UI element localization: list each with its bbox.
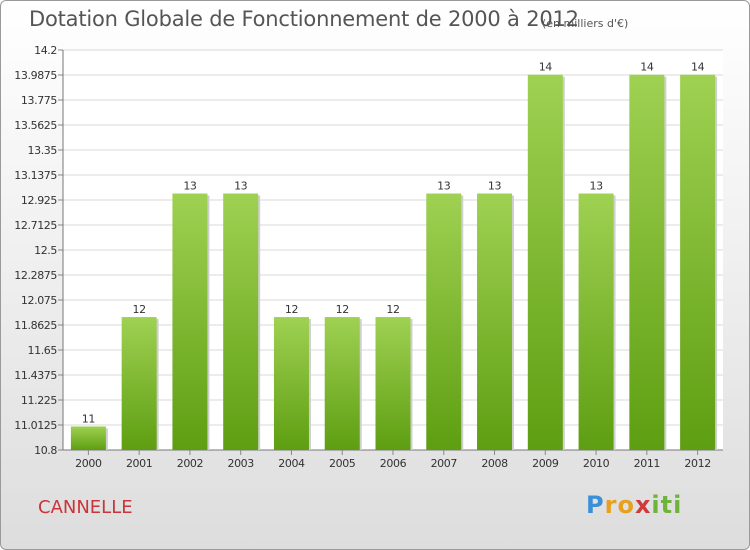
y-tick-label: 12.7125 xyxy=(14,219,57,232)
data-label-2002: 13 xyxy=(183,180,197,193)
y-tick-label: 11.65 xyxy=(28,344,58,357)
data-label-2000: 11 xyxy=(82,412,95,425)
x-tick-label-2005: 2005 xyxy=(329,457,356,470)
y-tick-label: 13.5625 xyxy=(14,119,57,132)
y-tick-label: 12.5 xyxy=(34,244,57,257)
y-tick-label: 12.075 xyxy=(21,294,57,307)
data-label-2006: 12 xyxy=(386,303,399,316)
x-tick-label-2000: 2000 xyxy=(75,457,102,470)
x-tick-label-2012: 2012 xyxy=(684,457,710,470)
y-tick-label: 13.9875 xyxy=(14,69,57,82)
x-tick-label-2007: 2007 xyxy=(431,457,458,470)
y-tick-labels: 10.8 11.0125 11.225 11.4375 11.65 11.8625 12.0… xyxy=(14,44,58,457)
data-label-2009: 14 xyxy=(539,61,553,74)
chart-subtitle: (en milliers d'€) xyxy=(542,17,629,30)
y-tick-label: 13.35 xyxy=(28,144,58,157)
bar-2001 xyxy=(121,317,157,450)
y-tick-label: 12.2875 xyxy=(14,269,57,282)
y-tick-label: 11.4375 xyxy=(14,369,57,382)
x-tick-label-2004: 2004 xyxy=(278,457,305,470)
y-tick-label: 11.225 xyxy=(21,394,57,407)
bar-2009 xyxy=(527,74,563,451)
x-tick-labels: 2000 2001 2002 2003 2004 2005 2006 2007 2008 2009… xyxy=(75,450,711,470)
bar-2004 xyxy=(273,317,309,450)
bar-2002 xyxy=(172,193,208,450)
x-tick-label-2006: 2006 xyxy=(380,457,407,470)
x-tick-label-2011: 2011 xyxy=(634,457,660,470)
data-label-2008: 13 xyxy=(488,180,502,193)
y-tick-label: 14.2 xyxy=(34,44,57,57)
x-tick-label-2003: 2003 xyxy=(227,457,254,470)
bar-2011 xyxy=(629,74,665,451)
y-tick-label: 11.0125 xyxy=(14,419,57,432)
data-label-2012: 14 xyxy=(691,61,705,74)
bars: 11 12 13 13 12 12 12 13 13 14 13 14 14 xyxy=(70,61,718,451)
bar-2005 xyxy=(324,317,360,450)
bar-2003 xyxy=(223,193,259,450)
bar-2010 xyxy=(578,193,614,450)
bar-2000 xyxy=(70,426,106,450)
bar-2012 xyxy=(680,74,716,451)
data-label-2001: 12 xyxy=(133,303,146,316)
x-tick-label-2008: 2008 xyxy=(481,457,508,470)
data-label-2010: 13 xyxy=(589,180,603,193)
y-tick-label: 13.775 xyxy=(21,94,57,107)
x-tick-label-2010: 2010 xyxy=(583,457,610,470)
data-label-2004: 12 xyxy=(285,303,298,316)
data-label-2011: 14 xyxy=(640,61,654,74)
data-label-2003: 13 xyxy=(234,180,248,193)
y-tick-label: 10.8 xyxy=(34,444,57,457)
chart-title: Dotation Globale de Fonctionnement de 20… xyxy=(29,7,579,31)
y-tick-label: 11.8625 xyxy=(14,319,57,332)
commune-name: CANNELLE xyxy=(38,497,133,518)
bar-2006 xyxy=(375,317,411,450)
y-tick-label: 13.1375 xyxy=(14,169,57,182)
bar-2008 xyxy=(477,193,513,450)
y-tick-label: 12.925 xyxy=(21,194,57,207)
x-tick-label-2002: 2002 xyxy=(177,457,203,470)
bar-2007 xyxy=(426,193,462,450)
x-tick-label-2001: 2001 xyxy=(126,457,152,470)
x-tick-label-2009: 2009 xyxy=(532,457,559,470)
data-label-2007: 13 xyxy=(437,180,451,193)
proxiti-logo[interactable]: Proxiti xyxy=(586,491,683,519)
data-label-2005: 12 xyxy=(336,303,349,316)
